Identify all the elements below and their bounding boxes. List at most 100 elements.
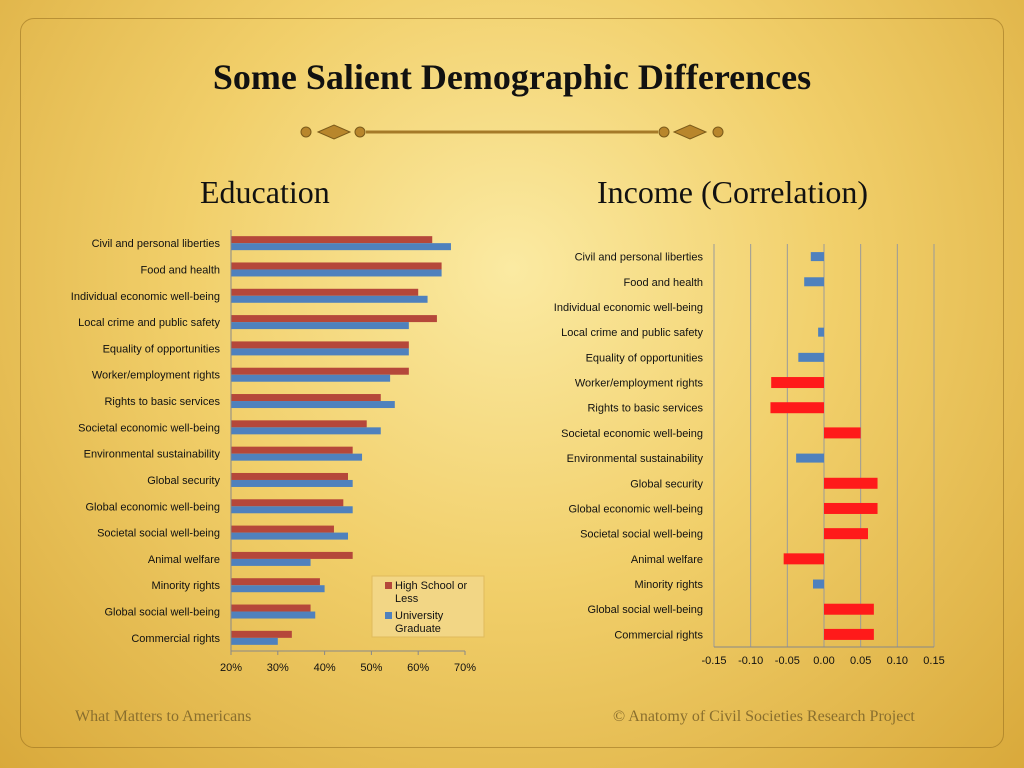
edu-x-tick-label: 20% [220,662,242,674]
education-chart-title: Education [200,174,330,210]
edu-category-label: Civil and personal liberties [92,238,221,250]
slide-frame [20,18,1004,748]
edu-bar-high-school [231,262,442,270]
edu-legend-swatch-university [385,612,392,619]
edu-category-label: Global social well-being [104,607,220,619]
inc-x-tick-label: -0.15 [701,655,726,667]
inc-x-tick-label: 0.00 [813,655,834,667]
edu-bar-high-school [231,288,419,296]
edu-x-tick-label: 50% [360,662,382,674]
edu-bar-university [231,558,311,566]
edu-category-label: Societal economic well-being [78,422,220,434]
edu-category-label: Food and health [140,264,220,276]
edu-bar-university [231,269,442,277]
edu-bar-university [231,585,325,593]
edu-bar-university [231,611,316,619]
edu-bar-university [231,453,363,461]
edu-bar-university [231,401,395,409]
edu-category-label: Equality of opportunities [103,343,221,355]
inc-bar [824,628,874,640]
inc-bar [804,277,824,287]
edu-bar-university [231,374,391,382]
edu-bar-university [231,348,409,356]
inc-category-label: Individual economic well-being [554,302,703,314]
edu-bar-university [231,427,381,435]
edu-category-label: Animal welfare [148,554,220,566]
edu-category-label: Worker/employment rights [92,370,221,382]
edu-category-label: Societal social well-being [97,528,220,540]
inc-category-label: Local crime and public safety [561,327,703,339]
inc-category-label: Minority rights [635,579,704,591]
edu-bar-high-school [231,446,353,454]
edu-bar-high-school [231,525,334,533]
inc-category-label: Commercial rights [614,629,703,641]
footer-right: © Anatomy of Civil Societies Research Pr… [613,708,915,725]
edu-legend-swatch-high-school [385,582,392,589]
inc-x-tick-label: 0.15 [923,655,944,667]
inc-category-label: Civil and personal liberties [575,252,704,264]
edu-bar-high-school [231,551,353,559]
edu-category-label: Individual economic well-being [71,291,220,303]
inc-category-label: Worker/employment rights [575,378,704,390]
footer-left: What Matters to Americans [75,708,252,725]
edu-bar-high-school [231,578,320,586]
inc-x-tick-label: 0.10 [887,655,908,667]
edu-bar-university [231,243,451,251]
inc-category-label: Societal economic well-being [561,428,703,440]
edu-bar-university [231,479,353,487]
edu-bar-high-school [231,315,437,323]
inc-x-tick-label: -0.10 [738,655,763,667]
edu-category-label: Rights to basic services [104,396,220,408]
edu-category-label: Environmental sustainability [84,449,221,461]
edu-category-label: Minority rights [152,580,221,592]
edu-category-label: Local crime and public safety [78,317,220,329]
edu-legend-label-university: University Graduate [395,610,444,635]
edu-bar-university [231,637,278,645]
edu-bar-high-school [231,367,409,375]
inc-x-tick-label: -0.05 [775,655,800,667]
inc-category-label: Equality of opportunities [586,352,704,364]
inc-bar [824,477,878,489]
inc-category-label: Global social well-being [587,604,703,616]
edu-bar-high-school [231,394,381,402]
edu-bar-high-school [231,630,292,638]
edu-bar-high-school [231,341,409,349]
edu-x-tick-label: 60% [407,662,429,674]
inc-bar [824,502,878,514]
edu-x-tick-label: 40% [314,662,336,674]
inc-category-label: Global economic well-being [568,503,703,515]
inc-bar [810,252,824,262]
inc-category-label: Societal social well-being [580,529,703,541]
inc-category-label: Global security [630,478,703,490]
inc-category-label: Rights to basic services [587,403,703,415]
edu-bar-high-school [231,472,348,480]
edu-bar-university [231,532,348,540]
inc-category-label: Animal welfare [631,554,703,566]
edu-bar-high-school [231,420,367,428]
edu-category-label: Global security [147,475,220,487]
edu-bar-university [231,322,409,330]
inc-bar [824,528,868,540]
edu-x-tick-label: 30% [267,662,289,674]
inc-bar [798,352,824,362]
inc-bar [783,553,824,565]
inc-category-label: Environmental sustainability [567,453,704,465]
inc-bar [771,377,824,389]
edu-bar-university [231,295,428,303]
edu-x-tick-label: 70% [454,662,476,674]
income-chart-title: Income (Correlation) [597,174,868,210]
inc-category-label: Food and health [623,277,703,289]
edu-bar-high-school [231,604,311,612]
inc-bar [770,402,824,414]
edu-category-label: Global economic well-being [85,501,220,513]
inc-bar [796,453,824,463]
inc-bar [824,427,861,439]
inc-x-tick-label: 0.05 [850,655,871,667]
edu-bar-university [231,506,353,514]
ornament-divider [300,124,724,140]
edu-legend-label-high-school: High School or Less [395,580,467,605]
slide-title: Some Salient Demographic Differences [212,57,812,97]
inc-bar [818,327,824,337]
